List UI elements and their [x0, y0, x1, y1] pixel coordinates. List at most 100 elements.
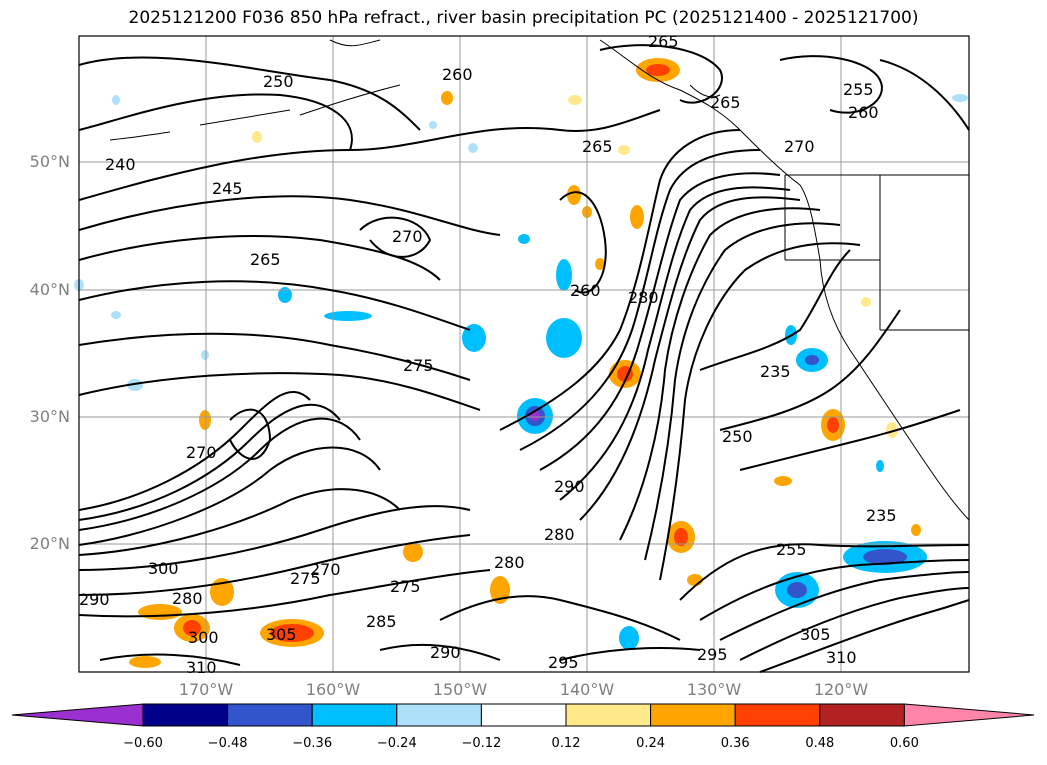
latitude-label: 30°N — [29, 407, 70, 426]
contour-label: 235 — [866, 506, 897, 525]
positive-anomaly-blob — [630, 205, 644, 229]
negative-anomaly-blob — [952, 94, 968, 102]
negative-anomaly-blob — [111, 311, 121, 319]
contour-label: 280 — [172, 589, 203, 608]
positive-anomaly-blob — [199, 410, 211, 430]
contour-label: 265 — [648, 32, 679, 51]
negative-anomaly-blob — [863, 549, 907, 565]
positive-anomaly-blob — [129, 656, 161, 668]
positive-anomaly-blob — [861, 297, 871, 307]
contour-label: 295 — [697, 645, 728, 664]
contour-label: 265 — [710, 93, 741, 112]
contour-label: 235 — [760, 362, 791, 381]
colorbar-segment — [311, 703, 398, 727]
contour-label: 250 — [263, 72, 294, 91]
colorbar-tick-label: 0.48 — [805, 736, 835, 751]
contour-label: 285 — [366, 612, 397, 631]
colorbar-segment — [142, 703, 229, 727]
negative-anomaly-blob — [518, 234, 530, 244]
positive-anomaly-blob — [568, 95, 582, 105]
negative-anomaly-blob — [468, 143, 478, 153]
contour-label: 270 — [392, 227, 423, 246]
contour-label: 250 — [722, 427, 753, 446]
positive-anomaly-blob — [270, 624, 314, 642]
negative-anomaly-blob — [127, 379, 143, 391]
negative-anomaly-blob — [556, 259, 572, 291]
contour-label: 245 — [212, 179, 243, 198]
positive-anomaly-blob — [687, 574, 703, 586]
positive-anomaly-blob — [183, 620, 201, 636]
longitude-label: 140°W — [559, 680, 615, 699]
colorbar-segment — [819, 703, 905, 727]
contour-label: 265 — [582, 137, 613, 156]
contour-label-group: 250 240 245 260 265 270 265 255 260 265 … — [79, 32, 897, 677]
colorbar-segment — [565, 703, 652, 727]
map-frame — [78, 35, 970, 673]
refractivity-contours — [78, 44, 970, 673]
contour-label: 280 — [544, 525, 575, 544]
longitude-label: 130°W — [686, 680, 742, 699]
contour-label: 310 — [826, 648, 857, 667]
colorbar-segment — [650, 703, 736, 727]
positive-anomaly-blob — [911, 524, 921, 536]
latitude-label: 20°N — [29, 534, 70, 553]
contour-label: 305 — [266, 625, 297, 644]
contour-label: 275 — [390, 577, 421, 596]
longitude-label: 160°W — [305, 680, 361, 699]
colorbar-tick-label: 0.12 — [551, 736, 581, 751]
colorbar-tick-label: −0.24 — [376, 736, 417, 751]
positive-anomaly-blob — [674, 528, 688, 546]
positive-anomaly-blob — [774, 476, 792, 486]
positive-anomaly-blob — [618, 145, 630, 155]
negative-anomaly-blob — [787, 582, 807, 598]
colorbar-segment — [396, 703, 482, 727]
contour-label: 290 — [79, 590, 110, 609]
colorbar-tick-label: −0.12 — [461, 736, 502, 751]
map-plot-area — [79, 36, 969, 672]
contour-label: 260 — [570, 281, 601, 300]
contour-label: 290 — [554, 477, 585, 496]
colorbar-segment — [227, 703, 313, 727]
contour-label: 310 — [186, 658, 217, 677]
colorbar-extend-max — [903, 703, 1035, 727]
negative-anomaly-blob — [324, 311, 372, 321]
negative-anomaly-blob — [201, 350, 209, 360]
map-title: 2025121200 F036 850 hPa refract., river … — [128, 8, 919, 28]
colorbar-segment — [480, 703, 567, 727]
contour-label: 270 — [784, 137, 815, 156]
colorbar-tick-label: −0.36 — [292, 736, 333, 751]
contour-label: 255 — [843, 80, 874, 99]
contour-label: 290 — [430, 643, 461, 662]
longitude-label: 150°W — [432, 680, 488, 699]
colorbar-tick-label: 0.36 — [720, 736, 750, 751]
colorbar-segment — [734, 703, 821, 727]
colorbar-tick-label: −0.48 — [207, 736, 248, 751]
negative-anomaly-blob — [546, 318, 582, 358]
contour-label: 300 — [148, 559, 179, 578]
latitude-label: 40°N — [29, 280, 70, 299]
colorbar-extend-min — [11, 703, 144, 727]
contour-label: 270 — [310, 560, 341, 579]
coastline — [109, 39, 970, 521]
negative-anomaly-blob — [429, 121, 437, 129]
positive-anomaly-blob — [567, 185, 581, 205]
positive-anomaly-blob — [886, 422, 898, 438]
negative-anomaly-blob — [462, 324, 486, 352]
contour-label: 275 — [290, 569, 321, 588]
contour-label: 260 — [848, 103, 879, 122]
negative-anomaly-blob — [112, 95, 120, 105]
positive-anomaly-blob — [646, 64, 670, 76]
contour-label: 295 — [548, 653, 579, 672]
longitude-label: 170°W — [178, 680, 234, 699]
latitude-label: 50°N — [29, 152, 70, 171]
longitude-label: 120°W — [813, 680, 869, 699]
negative-anomaly-blob — [805, 355, 819, 365]
contour-label: 275 — [403, 356, 434, 375]
positive-anomaly-blob — [595, 258, 605, 270]
contour-label: 300 — [188, 628, 219, 647]
positive-anomaly-blob — [827, 417, 839, 433]
positive-anomaly-blob — [441, 91, 453, 105]
negative-anomaly-blob — [876, 460, 884, 472]
contour-label: 280 — [628, 288, 659, 307]
